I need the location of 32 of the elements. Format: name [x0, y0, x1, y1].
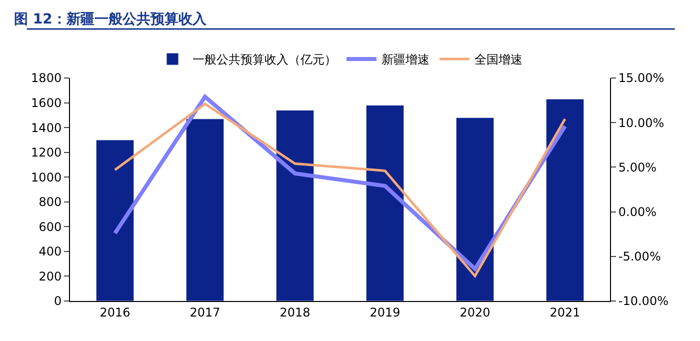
- x-tick-label: 2016: [100, 305, 130, 320]
- y-tick-label: 800: [38, 195, 62, 210]
- y-tick-label: 600: [38, 220, 62, 234]
- y2-tick-label: 15.00%: [618, 71, 664, 86]
- chart-title: 图 12：新疆一般公共预算收入: [14, 10, 208, 28]
- y-tick-label: 1200: [31, 146, 62, 160]
- x-tick-label: 2019: [370, 305, 400, 320]
- y2-tick-label: -10.00%: [618, 294, 668, 308]
- y-tick-label: 1000: [31, 170, 62, 184]
- y2-tick-label: 0.00%: [618, 205, 657, 219]
- y2-tick-label: 10.00%: [618, 116, 664, 130]
- bar: [366, 105, 404, 301]
- y-tick-label: 1800: [31, 71, 62, 86]
- bar: [546, 98, 584, 301]
- legend-label: 新疆增速: [382, 52, 430, 67]
- x-tick-label: 2021: [550, 305, 580, 320]
- legend-label: 一般公共预算收入（亿元）: [192, 52, 336, 67]
- y2-tick-label: -5.00%: [618, 250, 661, 264]
- y2-tick-label: 5.00%: [618, 160, 657, 174]
- x-tick-label: 2020: [460, 305, 490, 320]
- bar: [276, 110, 314, 301]
- y-tick-label: 0: [54, 294, 62, 308]
- legend-label: 全国增速: [474, 52, 522, 67]
- y-tick-label: 1400: [31, 120, 62, 135]
- bar: [96, 140, 134, 301]
- y-tick-label: 400: [38, 244, 62, 259]
- bar: [456, 117, 494, 301]
- y-tick-label: 1600: [31, 96, 62, 110]
- bar: [186, 118, 224, 301]
- y-tick-label: 200: [38, 269, 62, 284]
- x-tick-label: 2018: [280, 305, 310, 320]
- x-tick-label: 2017: [190, 305, 220, 320]
